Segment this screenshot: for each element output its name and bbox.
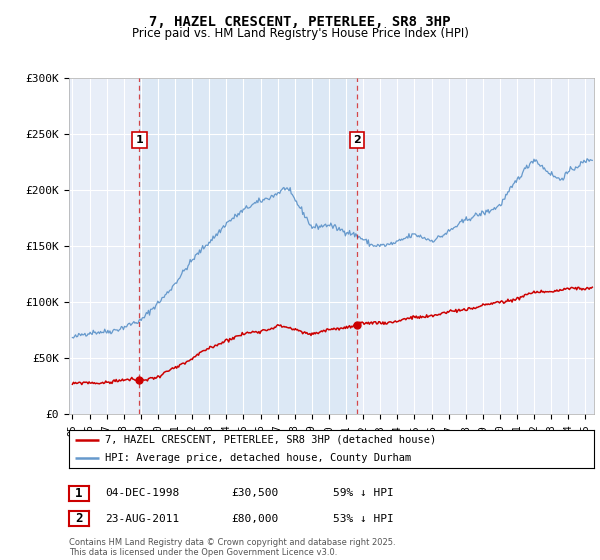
Text: 04-DEC-1998: 04-DEC-1998 xyxy=(105,488,179,498)
Text: 1: 1 xyxy=(75,487,83,500)
Bar xyxy=(139,78,357,414)
Text: 59% ↓ HPI: 59% ↓ HPI xyxy=(333,488,394,498)
Text: 7, HAZEL CRESCENT, PETERLEE, SR8 3HP: 7, HAZEL CRESCENT, PETERLEE, SR8 3HP xyxy=(149,15,451,29)
Text: £80,000: £80,000 xyxy=(231,514,278,524)
Text: 23-AUG-2011: 23-AUG-2011 xyxy=(105,514,179,524)
Text: Price paid vs. HM Land Registry's House Price Index (HPI): Price paid vs. HM Land Registry's House … xyxy=(131,27,469,40)
Text: 2: 2 xyxy=(353,135,361,145)
Text: 1: 1 xyxy=(136,135,143,145)
Text: 53% ↓ HPI: 53% ↓ HPI xyxy=(333,514,394,524)
Text: 7, HAZEL CRESCENT, PETERLEE, SR8 3HP (detached house): 7, HAZEL CRESCENT, PETERLEE, SR8 3HP (de… xyxy=(105,435,436,445)
Text: £30,500: £30,500 xyxy=(231,488,278,498)
Text: HPI: Average price, detached house, County Durham: HPI: Average price, detached house, Coun… xyxy=(105,453,411,463)
Text: Contains HM Land Registry data © Crown copyright and database right 2025.
This d: Contains HM Land Registry data © Crown c… xyxy=(69,538,395,557)
Text: 2: 2 xyxy=(75,512,83,525)
